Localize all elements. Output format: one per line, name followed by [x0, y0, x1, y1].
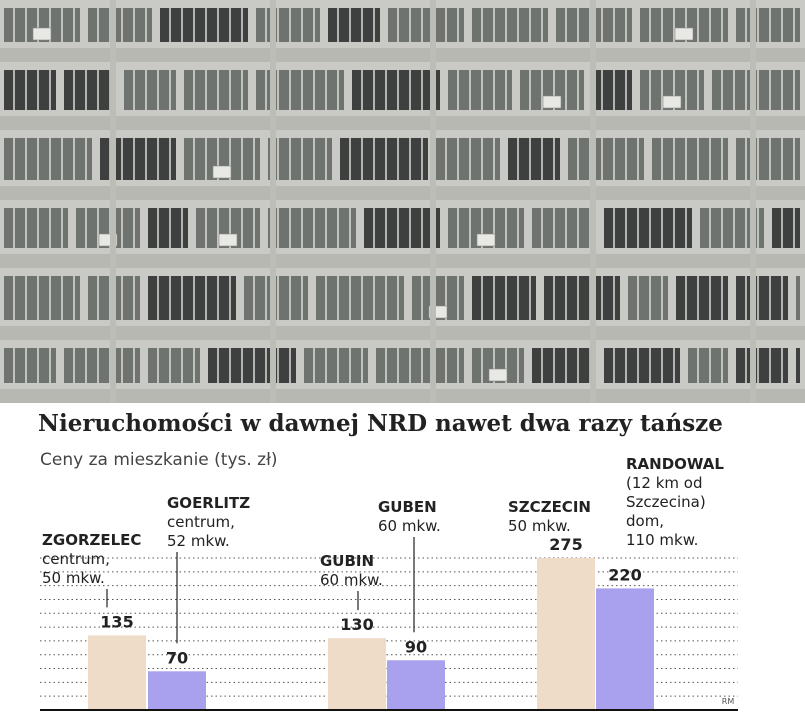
bar: [328, 638, 386, 710]
category-label: centrum,: [167, 513, 235, 531]
window: [208, 348, 296, 383]
category-label: 60 mkw.: [320, 571, 383, 589]
data-label: 135: [100, 612, 133, 631]
window: [796, 276, 800, 320]
balcony-ledge: [0, 389, 805, 403]
window: [544, 276, 620, 320]
category-label: 60 mkw.: [378, 517, 441, 535]
air-conditioner: [218, 233, 238, 247]
data-label: 130: [340, 615, 373, 634]
category-label: ZGORZELEC: [42, 531, 141, 549]
balcony-ledge: [0, 48, 805, 62]
window: [268, 208, 356, 248]
wall-pillar: [430, 0, 436, 403]
wall-pillar: [270, 0, 276, 403]
window: [508, 138, 560, 180]
category-label: 50 mkw.: [508, 517, 571, 535]
data-label: 90: [405, 637, 427, 656]
window: [64, 70, 116, 110]
category-label: Szczecina): [626, 493, 706, 511]
wall-pillar: [750, 0, 756, 403]
category-label: SZCZECIN: [508, 498, 591, 516]
air-conditioner: [662, 95, 682, 109]
category-label: 110 mkw.: [626, 531, 698, 549]
air-conditioner: [488, 368, 508, 382]
wall-pillar: [110, 0, 116, 403]
wall-pillar: [590, 0, 596, 403]
bar: [88, 635, 146, 710]
air-conditioner: [674, 27, 694, 41]
category-label: GUBIN: [320, 552, 374, 570]
chart-subtitle: Ceny za mieszkanie (tys. zł): [40, 450, 278, 470]
balcony-ledge: [0, 326, 805, 340]
window: [328, 8, 380, 42]
building-facade-photo: [0, 0, 805, 403]
air-conditioner: [476, 233, 496, 247]
air-conditioner: [212, 165, 232, 179]
category-label: centrum,: [42, 550, 110, 568]
bar: [596, 588, 654, 710]
window: [148, 276, 236, 320]
bar: [148, 671, 206, 710]
category-label: GUBEN: [378, 498, 437, 516]
window: [160, 8, 248, 42]
window: [4, 348, 56, 383]
window: [364, 208, 440, 248]
window: [376, 348, 464, 383]
category-label: (12 km od: [626, 474, 702, 492]
window: [652, 138, 728, 180]
air-conditioner: [32, 27, 52, 41]
window: [796, 348, 800, 383]
category-label: dom,: [626, 512, 664, 530]
window: [64, 348, 140, 383]
window: [604, 348, 680, 383]
data-label: 70: [166, 648, 188, 667]
window: [352, 70, 440, 110]
category-label: GOERLITZ: [167, 494, 250, 512]
balcony-ledge: [0, 254, 805, 268]
credit-label: RM: [722, 697, 735, 706]
data-label: 275: [549, 535, 582, 554]
category-label: 50 mkw.: [42, 569, 105, 587]
window: [676, 276, 728, 320]
window: [472, 8, 548, 42]
bar: [537, 558, 595, 710]
window: [148, 348, 200, 383]
window: [316, 276, 404, 320]
bar: [387, 660, 445, 710]
balcony-ledge: [0, 116, 805, 130]
data-label: 220: [608, 565, 641, 584]
window: [772, 208, 800, 248]
window: [4, 276, 80, 320]
balcony-ledge: [0, 186, 805, 200]
category-label: 52 mkw.: [167, 532, 230, 550]
window: [604, 208, 692, 248]
air-conditioner: [542, 95, 562, 109]
window: [736, 348, 788, 383]
window: [340, 138, 428, 180]
window: [124, 70, 176, 110]
window: [568, 138, 644, 180]
window: [388, 8, 464, 42]
window: [4, 70, 56, 110]
chart-title: Nieruchomości w dawnej NRD nawet dwa raz…: [38, 410, 723, 437]
window: [4, 138, 92, 180]
window: [736, 276, 788, 320]
category-label: RANDOWAL: [626, 455, 724, 473]
